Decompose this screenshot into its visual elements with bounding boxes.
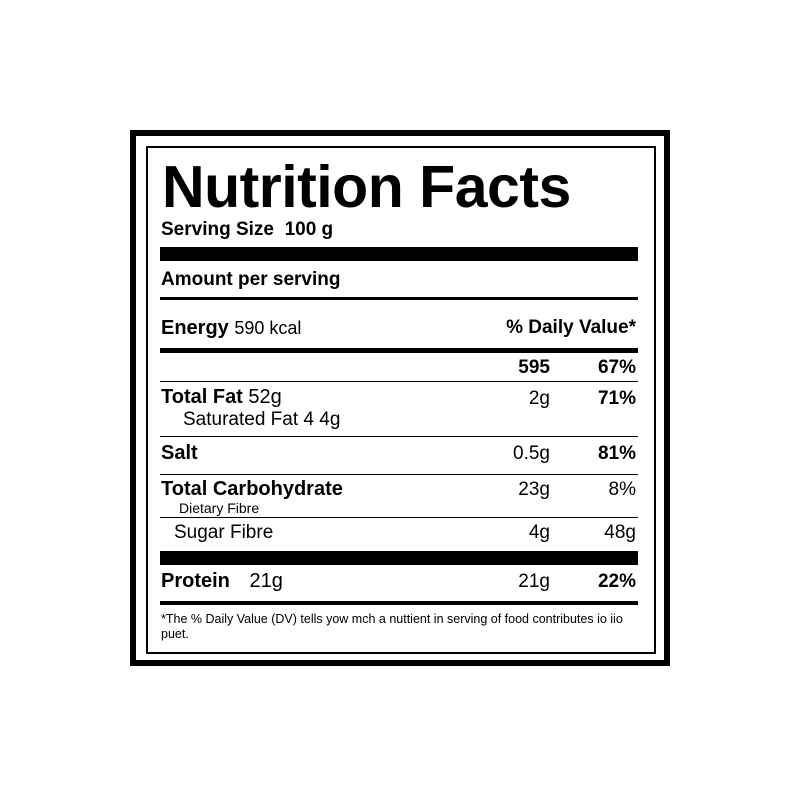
serving-size: Serving Size 100 g [161,220,333,239]
medium-divider [160,348,638,353]
thick-divider [160,551,638,565]
footnote: *The % Daily Value (DV) tells yow mch a … [161,612,623,641]
protein-amount: 21g [518,571,550,592]
protein-label: Protein [161,570,230,592]
medium-divider [160,601,638,605]
total-fat-dv: 71% [597,388,636,409]
serving-size-label: Serving Size [161,219,274,240]
salt-dv: 81% [597,443,636,464]
divider [160,436,638,437]
sugar-fibre-amount: 4g [528,522,550,543]
energy-label: Energy [161,317,229,339]
label-outer-border [130,130,670,666]
dietary-fibre: Dietary Fibre [179,500,260,516]
serving-size-value: 100 g [284,219,334,240]
protein-row: Protein 21g [161,571,283,591]
salt-amount: 0.5g [513,443,550,464]
total-fat-value: 52g [248,386,282,408]
energy-value: 590 kcal [234,318,302,338]
sugar-fibre-dv: 48g [604,522,636,543]
energy-row: Energy 590 kcal [161,318,301,338]
total-fat-row: Total Fat 52g [161,387,282,407]
salt-label: Salt [161,442,198,464]
saturated-fat: Saturated Fat 4 4g [183,409,341,430]
sugar-fibre-label: Sugar Fibre [174,522,274,543]
protein-value: 21g [249,570,283,592]
total-carbohydrate-dv: 8% [608,479,636,500]
total-fat-amount: 2g [528,388,550,409]
protein-dv: 22% [597,571,636,592]
divider [160,474,638,475]
energy-amount: 595 [518,357,550,378]
divider [160,297,638,300]
thick-divider [160,247,638,261]
total-carbohydrate-label: Total Carbohydrate [161,478,343,500]
divider [160,381,638,382]
total-fat-label: Total Fat [161,386,243,408]
energy-dv: 67% [597,357,636,378]
daily-value-header: % Daily Value* [506,317,636,338]
divider [160,517,638,518]
total-carbohydrate-amount: 23g [518,479,550,500]
label-inner-border [146,146,656,654]
amount-per-serving: Amount per serving [161,269,341,290]
title: Nutrition Facts [162,154,571,220]
